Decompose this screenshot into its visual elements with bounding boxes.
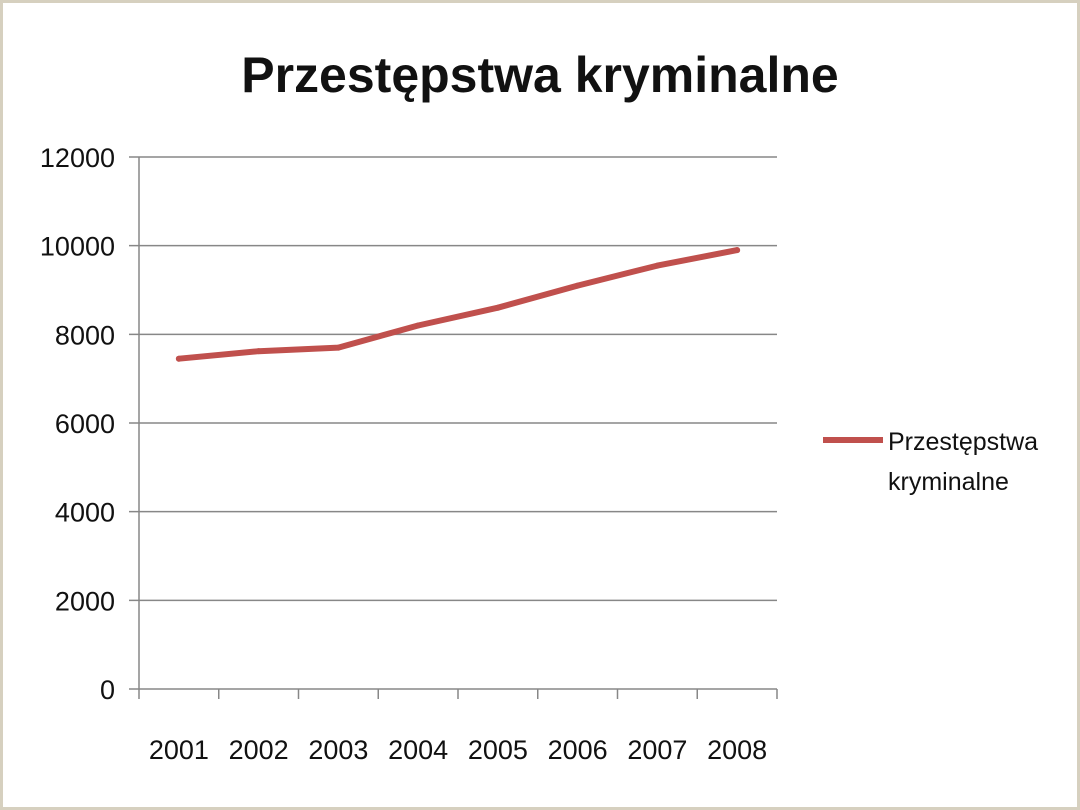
y-tick-label: 4000 — [55, 498, 115, 528]
data-point — [175, 355, 182, 362]
x-tick-label: 2002 — [229, 735, 289, 765]
y-tick-label: 0 — [100, 675, 115, 705]
data-point — [494, 304, 501, 311]
x-tick-label: 2005 — [468, 735, 528, 765]
x-tick-label: 2007 — [627, 735, 687, 765]
plot-series — [175, 247, 741, 362]
data-point — [415, 322, 422, 329]
x-tick-label: 2006 — [548, 735, 608, 765]
legend-label: Przestępstwa kryminalne — [888, 428, 1045, 496]
legend-label-line-2: kryminalne — [888, 468, 1009, 496]
x-tick-label: 2004 — [388, 735, 448, 765]
legend-label-line-1: Przestępstwa — [888, 428, 1038, 456]
x-axis: 2001 2002 2003 2004 2005 2006 2007 2008 — [138, 688, 778, 765]
x-tick-label: 2001 — [149, 735, 209, 765]
data-point — [255, 348, 262, 355]
y-tick-label: 10000 — [40, 232, 115, 262]
data-point — [654, 262, 661, 269]
chart-title: Przestępstwa kryminalne — [241, 47, 839, 103]
y-tick-label: 8000 — [55, 320, 115, 350]
grid-lines — [129, 156, 777, 690]
data-point — [734, 247, 741, 254]
y-tick-label: 12000 — [40, 143, 115, 173]
x-tick-label: 2008 — [707, 735, 767, 765]
y-tick-label: 6000 — [55, 409, 115, 439]
data-point — [574, 282, 581, 289]
y-axis: 0 2000 4000 6000 8000 10000 12000 — [40, 143, 140, 705]
legend: Przestępstwa kryminalne — [823, 428, 1045, 496]
series-line — [175, 247, 741, 362]
y-tick-label: 2000 — [55, 586, 115, 616]
data-point — [335, 344, 342, 351]
x-tick-label: 2003 — [308, 735, 368, 765]
